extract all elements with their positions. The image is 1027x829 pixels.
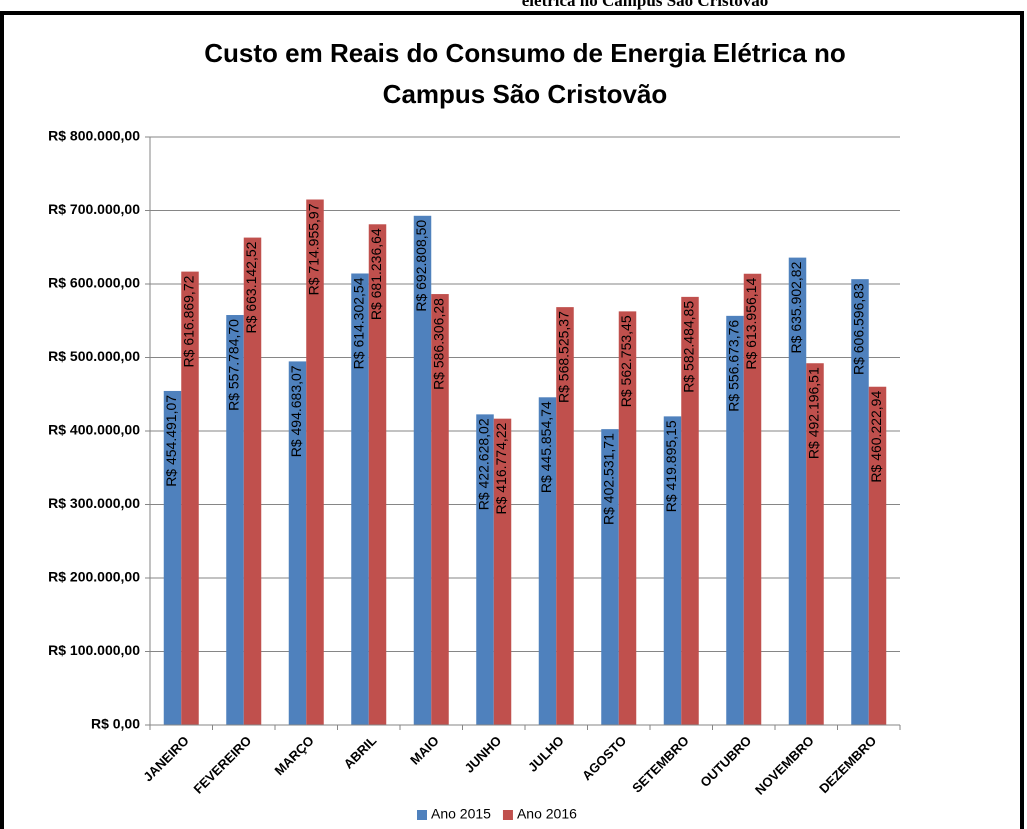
bar: [726, 315, 744, 725]
x-tick-label: JULHO: [525, 733, 567, 775]
value-label: R$ 582.484,85: [681, 301, 697, 393]
value-label: R$ 445.854,74: [538, 401, 554, 493]
bar: [493, 418, 512, 725]
bar: [556, 307, 574, 725]
page-header: elétrica no Campus São Cristóvão: [522, 0, 768, 10]
value-label: R$ 586.306,28: [431, 298, 447, 390]
y-tick-label: R$ 700.000,00: [48, 201, 140, 217]
value-label: R$ 454.491,07: [163, 395, 179, 487]
bar: [868, 386, 887, 725]
chart-title: Campus São Cristovão: [383, 79, 668, 109]
x-tick-label: MAIO: [407, 733, 442, 768]
bar: [476, 414, 494, 725]
bar: [743, 273, 762, 725]
y-tick-label: R$ 500.000,00: [48, 348, 140, 364]
y-tick-label: R$ 0,00: [91, 716, 140, 732]
value-label: R$ 562.753,45: [618, 315, 634, 407]
bar: [538, 397, 557, 725]
bar: [351, 273, 369, 725]
bar: [243, 237, 262, 725]
bar: [413, 215, 432, 725]
y-tick-label: R$ 400.000,00: [48, 422, 140, 438]
value-label: R$ 492.196,51: [806, 367, 822, 459]
value-label: R$ 422.628,02: [476, 418, 492, 510]
legend-label: Ano 2016: [517, 806, 577, 822]
value-label: R$ 556.673,76: [726, 320, 742, 412]
bar: [306, 199, 324, 726]
y-tick-label: R$ 200.000,00: [48, 569, 140, 585]
bar: [163, 390, 182, 725]
value-label: R$ 616.869,72: [181, 275, 197, 367]
value-label: R$ 606.596,83: [851, 283, 867, 375]
x-tick-label: AGOSTO: [579, 733, 629, 783]
value-label: R$ 568.525,37: [556, 311, 572, 403]
bar: [431, 294, 449, 725]
x-tick-label: DEZEMBRO: [816, 733, 879, 796]
value-label: R$ 692.808,50: [413, 220, 429, 312]
bar: [368, 224, 387, 725]
bar: [806, 363, 824, 725]
value-label: R$ 494.683,07: [288, 365, 304, 457]
value-label: R$ 613.956,14: [743, 278, 759, 370]
bar: [681, 296, 699, 725]
bar: [851, 279, 869, 725]
value-label: R$ 681.236,64: [368, 228, 384, 320]
x-tick-label: OUTUBRO: [697, 733, 754, 790]
x-tick-label: JUNHO: [462, 733, 505, 776]
legend-swatch: [502, 810, 513, 820]
frame: [0, 11, 1024, 829]
value-label: R$ 402.531,71: [601, 433, 617, 525]
y-tick-label: R$ 300.000,00: [48, 495, 140, 511]
x-tick-label: SETEMBRO: [629, 733, 692, 796]
value-label: R$ 614.302,54: [351, 277, 367, 369]
value-label: R$ 663.142,52: [243, 241, 259, 333]
x-tick-label: FEVEREIRO: [191, 733, 255, 797]
legend-label: Ano 2015: [431, 806, 491, 822]
x-tick-label: ABRIL: [341, 733, 380, 772]
value-label: R$ 416.774,22: [493, 422, 509, 514]
chart-title: Custo em Reais do Consumo de Energia Elé…: [204, 38, 845, 68]
bar: [601, 429, 619, 725]
x-tick-label: NOVEMBRO: [752, 733, 817, 798]
y-tick-label: R$ 800.000,00: [48, 128, 140, 144]
y-tick-label: R$ 100.000,00: [48, 642, 140, 658]
value-label: R$ 714.955,97: [306, 203, 322, 295]
bar: [663, 416, 682, 725]
value-label: R$ 460.222,94: [868, 391, 884, 483]
x-tick-label: JANEIRO: [140, 733, 191, 784]
legend-swatch: [417, 810, 427, 820]
value-label: R$ 557.784,70: [226, 319, 242, 411]
y-tick-label: R$ 600.000,00: [48, 275, 140, 291]
x-tick-label: MARÇO: [271, 733, 316, 778]
bar: [618, 311, 637, 725]
value-label: R$ 419.895,15: [663, 420, 679, 512]
bar: [288, 361, 307, 725]
bar: [181, 271, 199, 725]
bar: [226, 315, 244, 725]
value-label: R$ 635.902,82: [788, 261, 804, 353]
bar: [788, 257, 807, 725]
